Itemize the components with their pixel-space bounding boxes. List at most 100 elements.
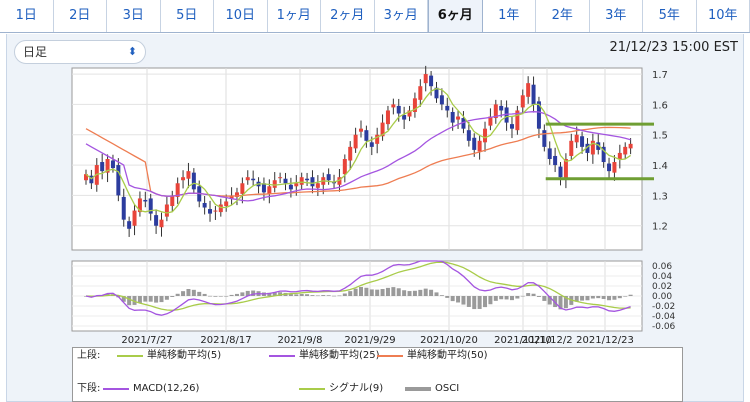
candle-body — [515, 110, 520, 131]
osci-bar — [563, 296, 568, 309]
candle-body — [175, 183, 180, 197]
osci-bar — [472, 296, 477, 310]
candle-body — [423, 74, 428, 84]
legend: 上段: 単純移動平均(5) 単純移動平均(25) 単純移動平均(50) 下段: … — [72, 347, 683, 402]
candle-body — [585, 143, 590, 153]
tab-11[interactable]: 3年 — [590, 0, 643, 32]
lower-y-tick-label: -0.06 — [652, 322, 676, 332]
ma25-line — [85, 111, 631, 202]
legend-lower-label: 下段: — [77, 383, 101, 394]
osci-bar — [407, 291, 412, 296]
tab-5[interactable]: 1ヶ月 — [268, 0, 321, 32]
y-tick-label: 1.4 — [652, 161, 668, 172]
candle-body — [191, 172, 196, 190]
candle-body — [137, 198, 142, 213]
osci-bar — [418, 289, 423, 296]
candle-body — [213, 210, 218, 212]
candle-body — [456, 116, 461, 120]
x-tick-label: 2021/12/2 — [521, 335, 572, 346]
candle-body — [234, 192, 239, 197]
osci-bar — [628, 294, 633, 296]
candle-body — [590, 140, 595, 155]
lower-y-tick-label: -0.02 — [652, 302, 675, 312]
osci-bar — [623, 296, 628, 297]
candle-body — [229, 195, 234, 199]
ma5-line — [85, 87, 631, 214]
lower-y-tick-label: -0.04 — [652, 312, 676, 322]
osci-bar — [267, 292, 272, 296]
osci-bar — [132, 296, 137, 305]
legend-signal-swatch — [299, 388, 325, 390]
osci-bar — [218, 296, 223, 297]
osci-bar — [412, 290, 417, 296]
legend-ma5: 単純移動平均(5) — [147, 350, 222, 361]
candle-body — [493, 104, 498, 119]
legend-osci-swatch — [405, 387, 431, 391]
legend-osci: OSCI — [435, 383, 460, 394]
legend-ma25: 単純移動平均(25) — [299, 350, 380, 361]
osci-bar — [154, 296, 159, 303]
osci-bar — [245, 290, 250, 296]
interval-select[interactable]: 日足 ⬍ — [14, 40, 146, 64]
osci-bar — [520, 295, 525, 297]
y-tick-label: 1.2 — [652, 222, 668, 233]
tab-8[interactable]: 6ヶ月 — [428, 0, 483, 32]
legend-ma50: 単純移動平均(50) — [407, 350, 488, 361]
candle-body — [342, 159, 347, 175]
candle-body — [369, 142, 374, 147]
tab-2[interactable]: 3日 — [107, 0, 161, 32]
legend-ma25-swatch — [269, 355, 295, 357]
candle-body — [477, 140, 482, 152]
osci-bar — [272, 292, 277, 296]
candle-body — [245, 177, 250, 181]
candle-body — [267, 186, 272, 194]
osci-bar — [170, 296, 175, 297]
candle-body — [612, 162, 617, 173]
tab-7[interactable]: 3ヶ月 — [375, 0, 428, 32]
tab-9[interactable]: 1年 — [483, 0, 536, 32]
candle-body — [240, 183, 245, 194]
interval-select-value: 日足 — [23, 45, 48, 59]
candle-body — [261, 183, 266, 193]
osci-bar — [385, 287, 390, 296]
candle-body — [364, 130, 369, 141]
osci-bar — [278, 292, 283, 296]
x-tick-label: 2021/9/8 — [278, 335, 323, 346]
osci-bar — [536, 296, 541, 297]
candle-body — [569, 140, 574, 156]
candle-body — [623, 146, 628, 155]
candle-body — [450, 111, 455, 123]
osci-bar — [305, 294, 310, 296]
osci-bar — [294, 294, 299, 296]
osci-bar — [164, 296, 169, 300]
osci-bar — [574, 296, 579, 302]
osci-bar — [175, 293, 180, 296]
candle-body — [359, 128, 363, 132]
candle-body — [466, 130, 471, 141]
osci-bar — [191, 289, 196, 296]
tab-12[interactable]: 5年 — [643, 0, 697, 32]
tab-6[interactable]: 2ヶ月 — [321, 0, 375, 32]
candle-body — [143, 199, 148, 202]
osci-bar — [429, 289, 434, 296]
chevron-updown-icon: ⬍ — [127, 45, 137, 58]
y-tick-label: 1.3 — [652, 191, 668, 202]
tab-3[interactable]: 5日 — [161, 0, 214, 32]
tab-1[interactable]: 2日 — [54, 0, 107, 32]
x-tick-label: 2021/10/20 — [420, 335, 478, 346]
osci-bar — [332, 295, 337, 297]
osci-bar — [321, 295, 326, 296]
candle-body — [186, 171, 191, 179]
candle-body — [159, 219, 164, 228]
osci-bar — [234, 293, 239, 296]
candle-body — [439, 95, 444, 105]
tab-4[interactable]: 10日 — [214, 0, 268, 32]
osci-bar — [477, 296, 482, 309]
osci-bar — [342, 293, 347, 296]
tab-0[interactable]: 1日 — [0, 0, 54, 32]
candle-body — [299, 177, 304, 185]
x-tick-label: 2021/12/23 — [576, 335, 634, 346]
tab-10[interactable]: 2年 — [536, 0, 590, 32]
candle-body — [628, 143, 633, 149]
lower-y-tick-label: 0.02 — [652, 282, 672, 292]
